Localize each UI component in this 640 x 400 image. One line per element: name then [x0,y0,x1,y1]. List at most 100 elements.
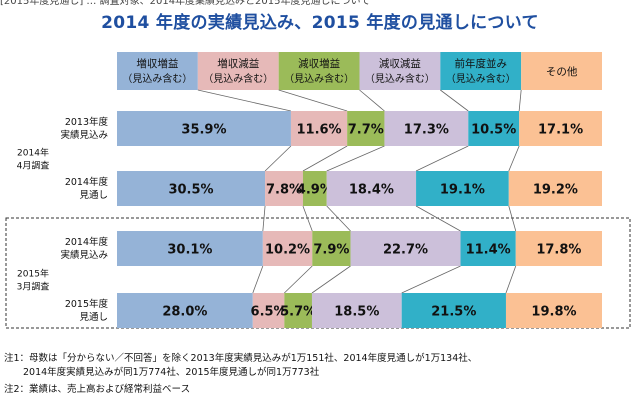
bar-segment [117,171,266,206]
row-label-line2: 実績見込み [60,129,108,141]
bar-segment [505,293,602,328]
data-label: 19.8% [531,305,576,320]
data-label: 28.0% [162,305,207,320]
data-label: 4.9% [297,183,333,198]
legend-swatch [359,52,441,90]
group-label-line1: 2015年 [17,268,49,280]
bar-segment [117,231,263,266]
legend-sublabel: （見込み含む） [203,72,273,85]
data-label: 7.8% [266,183,302,198]
bar-segment [384,111,469,146]
row-label-line1: 2014年度 [65,236,109,248]
data-label: 21.5% [431,305,476,320]
data-label: 19.1% [440,183,485,198]
connector-line [264,145,292,172]
connector-line [302,205,313,232]
bar-segment [117,293,253,328]
data-label: 30.1% [167,243,212,258]
connector-line [326,145,385,172]
connector-line [252,265,264,294]
data-label: 11.4% [466,243,511,258]
connector-line [415,145,469,172]
legend-label: 増収増益 [136,57,178,70]
data-label: 5.7% [280,305,316,320]
header-fragment: [2015年度見通し] … 調査対象、2014年度業績見込みと2015年度見通し… [0,0,371,7]
row-label-line2: 見通し [79,190,108,201]
legend-label: その他 [546,65,578,78]
bar-segment [347,111,385,146]
row-label-line1: 2015年度 [65,298,109,310]
connector-line [262,205,266,232]
connector-line [440,89,469,112]
legend-swatch [117,52,198,90]
data-label: 6.5% [251,305,287,320]
data-label: 10.2% [265,243,310,258]
legend-label: 前年度並み [455,57,508,70]
bar-segment [508,171,602,206]
note-1-line-2: 2014年度実績見込みが同1万774社、2015年度見通しが同1万773社 [4,367,320,378]
row-label-line1: 2013年度 [65,116,109,128]
legend-swatch [521,52,602,90]
bar-segment [350,231,461,266]
bar-segment [252,293,285,328]
bar-segment [519,111,602,146]
data-label: 7.9% [313,243,349,258]
connector-line [326,205,351,232]
row-label-line2: 見通し [79,312,108,323]
connector-line [401,265,461,294]
row-label-line1: 2014年度 [65,176,109,188]
data-label: 10.5% [471,123,516,138]
bar-segment [302,171,327,206]
bar-segment [311,293,402,328]
connector-line [311,265,351,294]
legend-swatch [197,52,279,90]
note-2: 注2：業績は、売上高および経常利益ベース [4,384,191,395]
bar-segment [290,111,348,146]
bar-segment [262,231,313,266]
bar-segment [515,231,602,266]
data-label: 17.8% [536,243,581,258]
chart-title: 2014 年度の実績見込み、2015 年度の見通しについて [101,13,539,33]
legend-label: 減収減益 [379,57,421,70]
data-label: 35.9% [181,123,226,138]
connector-line [415,205,461,232]
bar-segment [265,171,303,206]
data-label: 7.7% [348,123,384,138]
legend-sublabel: （見込み含む） [284,72,354,85]
legend-sublabel: （見込み含む） [446,72,516,85]
data-label: 18.4% [349,183,394,198]
connector-line [505,265,517,294]
group-label-line2: 3月調査 [17,281,50,293]
data-label: 18.5% [334,305,379,320]
legend-swatch [440,52,522,90]
data-label: 17.3% [404,123,449,138]
connector-line [518,89,522,112]
bar-segment [401,293,506,328]
bar-segment [312,231,351,266]
row-label-line2: 実績見込み [60,249,108,261]
legend-sublabel: （見込み含む） [122,72,192,85]
legend-swatch [278,52,360,90]
data-label: 30.5% [168,183,213,198]
connector-line [197,89,292,112]
data-label: 17.1% [538,123,583,138]
data-label: 19.2% [533,183,578,198]
note-1-line-1: 注1：母数は「分からない／不回答」を除く2013年度実績見込みが1万151社、2… [4,353,478,364]
legend-sublabel: （見込み含む） [365,72,435,85]
bar-segment [326,171,417,206]
bar-segment [468,111,520,146]
connector-line [508,145,520,172]
legend-label: 減収増益 [298,57,340,70]
connector-line [284,265,313,294]
connector-line [508,205,517,232]
group-label-line1: 2014年 [17,147,49,159]
connector-line [302,145,348,172]
legend-label: 増収減益 [217,57,259,70]
bar-segment [284,293,312,328]
connector-line [359,89,385,112]
bar-segment [460,231,516,266]
group-label-line2: 4月調査 [17,160,50,172]
bar-segment [416,171,509,206]
bar-segment [117,111,291,146]
